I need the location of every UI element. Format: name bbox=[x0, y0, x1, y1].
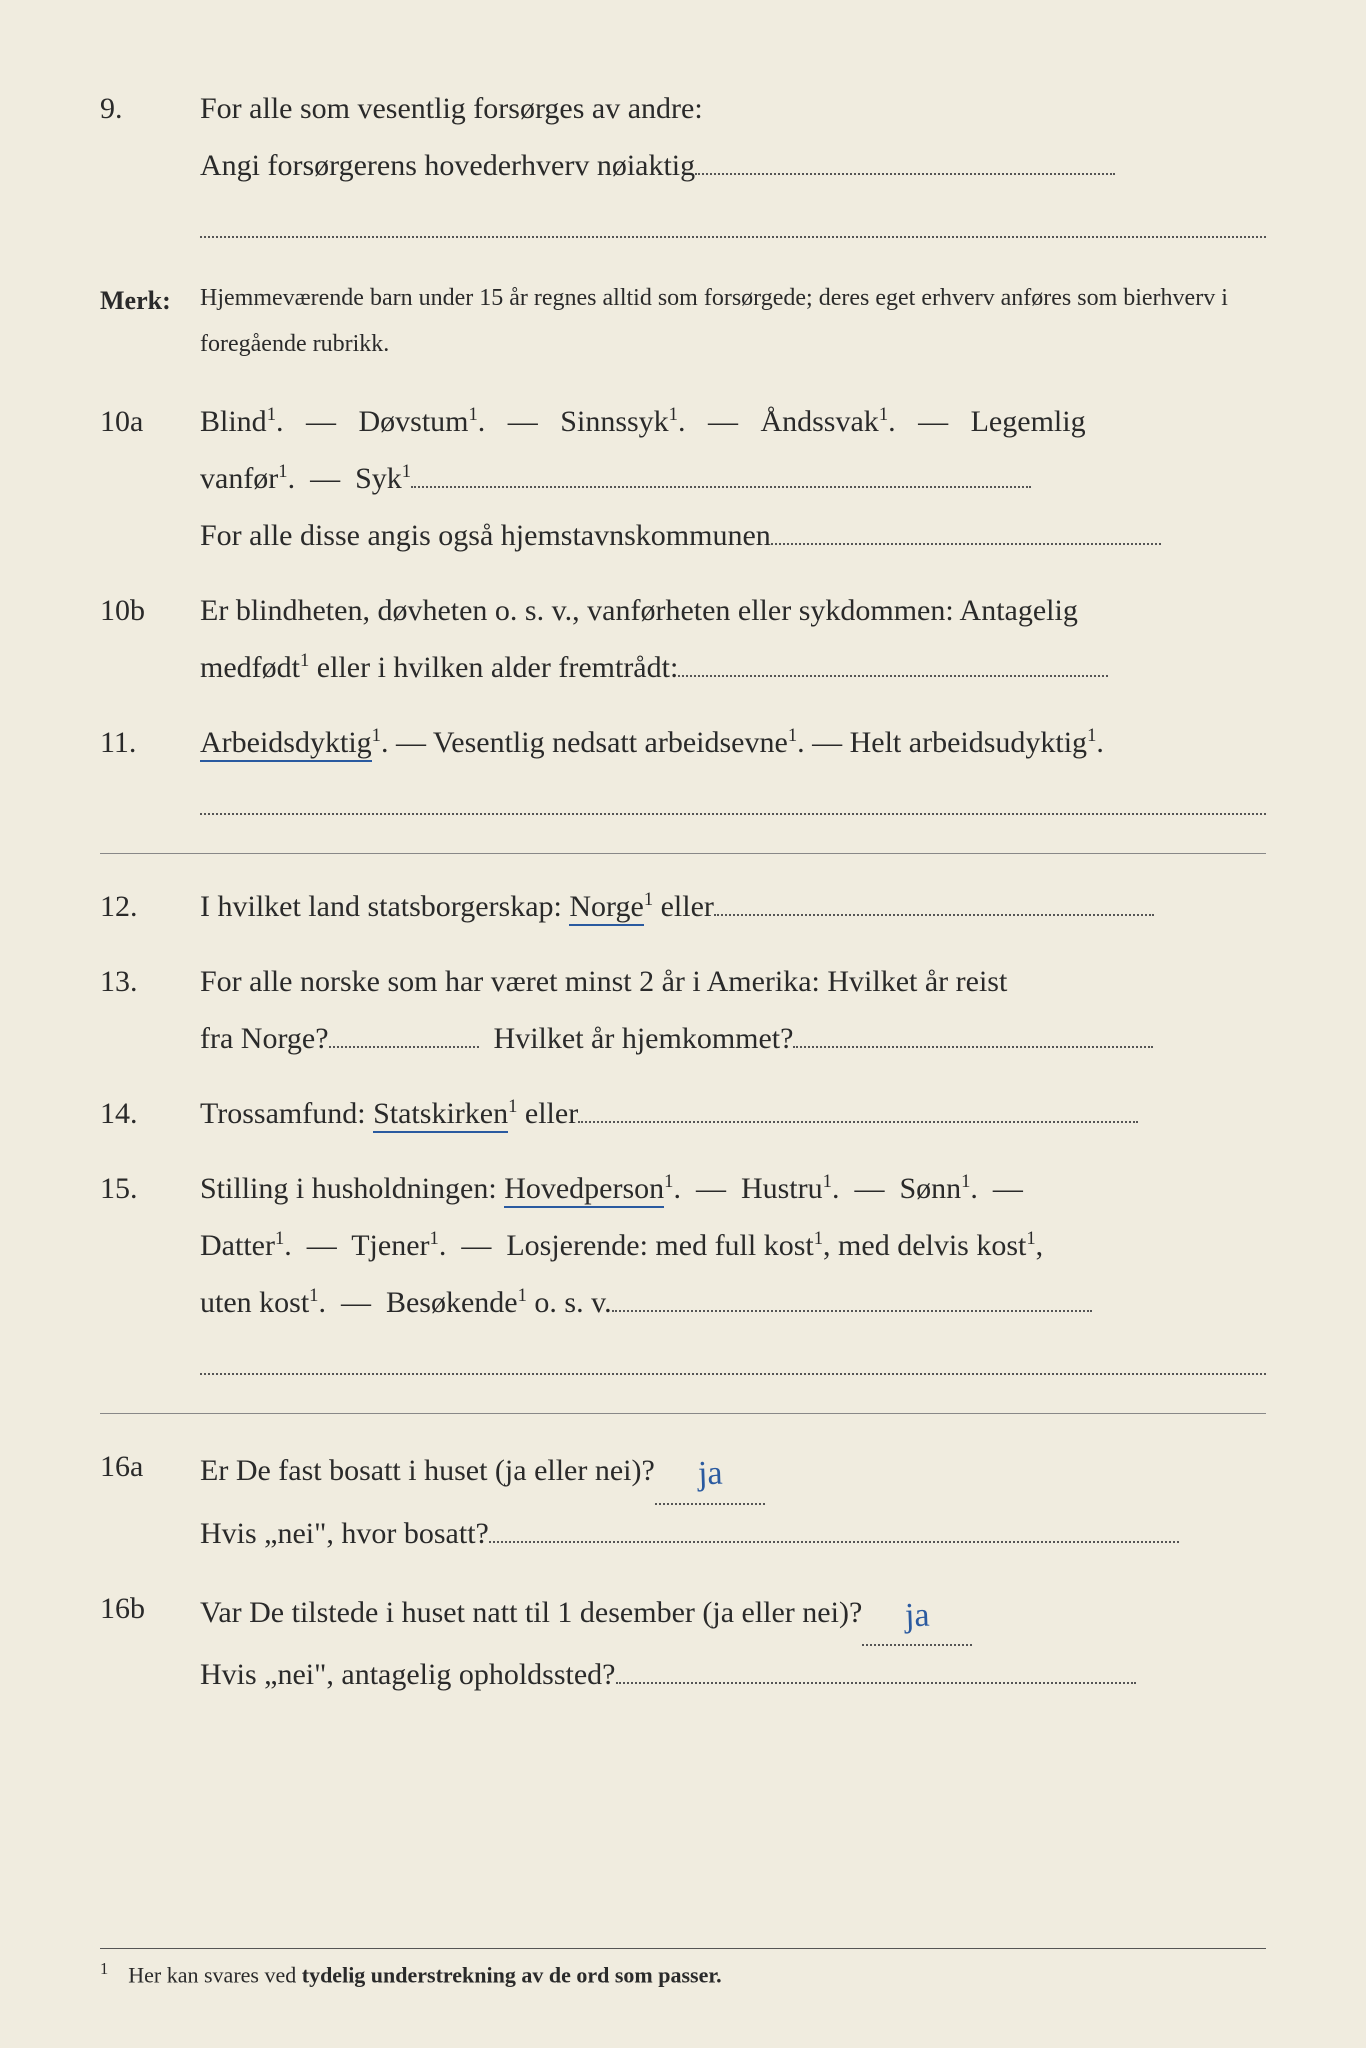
q13-line2a: fra Norge? bbox=[200, 1022, 329, 1055]
q14-statskirken: Statskirken bbox=[373, 1097, 508, 1133]
q10a-syk: Syk bbox=[355, 462, 402, 495]
footnote-prefix: Her kan svares ved bbox=[128, 1962, 302, 1987]
q16b-blank[interactable] bbox=[616, 1682, 1136, 1684]
q10a-line3: For alle disse angis også hjemstavnskomm… bbox=[200, 519, 771, 552]
q15-besokende: Besøkende bbox=[386, 1286, 518, 1319]
q16b-body: Var De tilstede i huset natt til 1 desem… bbox=[200, 1580, 1266, 1704]
q14-after: eller bbox=[517, 1097, 578, 1130]
q16b-line2: Hvis „nei", antagelig opholdssted? bbox=[200, 1658, 616, 1691]
q16a-text: Er De fast bosatt i huset (ja eller nei)… bbox=[200, 1454, 655, 1487]
q10a-opt-sinnssyk: Sinnssyk bbox=[560, 405, 668, 438]
q15-uten: uten kost bbox=[200, 1286, 309, 1319]
question-11: 11. Arbeidsdyktig1. — Vesentlig nedsatt … bbox=[100, 714, 1266, 835]
q10a-number: 10a bbox=[100, 393, 200, 564]
q13-body: For alle norske som har været minst 2 år… bbox=[200, 953, 1266, 1067]
footnote-bold: tydelig understrekning av de ord som pas… bbox=[302, 1962, 722, 1987]
q15-hovedperson: Hovedperson bbox=[504, 1172, 664, 1208]
q15-losjerende: Losjerende: med full kost bbox=[506, 1229, 813, 1262]
divider-1 bbox=[100, 853, 1266, 854]
q14-text: Trossamfund: bbox=[200, 1097, 373, 1130]
q9-blank[interactable] bbox=[695, 173, 1115, 175]
q16a-answer-field[interactable]: ja bbox=[655, 1438, 765, 1505]
q10a-blank[interactable] bbox=[411, 486, 1031, 488]
q16b-number: 16b bbox=[100, 1580, 200, 1704]
q15-text: Stilling i husholdningen: bbox=[200, 1172, 504, 1205]
q9-line1: For alle som vesentlig forsørges av andr… bbox=[200, 92, 703, 125]
q12-blank[interactable] bbox=[714, 914, 1154, 916]
q14-number: 14. bbox=[100, 1085, 200, 1142]
divider-2 bbox=[100, 1413, 1266, 1414]
q16b-text: Var De tilstede i huset natt til 1 desem… bbox=[200, 1596, 862, 1629]
q9-line2: Angi forsørgerens hovederhverv nøiaktig bbox=[200, 149, 695, 182]
q10a-body: Blind1. — Døvstum1. — Sinnssyk1. — Åndss… bbox=[200, 393, 1266, 564]
question-16a: 16a Er De fast bosatt i huset (ja eller … bbox=[100, 1438, 1266, 1562]
question-15: 15. Stilling i husholdningen: Hovedperso… bbox=[100, 1160, 1266, 1395]
q15-body: Stilling i husholdningen: Hovedperson1. … bbox=[200, 1160, 1266, 1395]
q13-number: 13. bbox=[100, 953, 200, 1067]
q10a-blank2[interactable] bbox=[771, 543, 1161, 545]
q15-number: 15. bbox=[100, 1160, 200, 1395]
q12-norge: Norge bbox=[569, 890, 643, 926]
q13-line1: For alle norske som har været minst 2 år… bbox=[200, 965, 1007, 998]
q14-body: Trossamfund: Statskirken1 eller bbox=[200, 1085, 1266, 1142]
q10b-body: Er blindheten, døvheten o. s. v., vanfør… bbox=[200, 582, 1266, 696]
q16a-line2: Hvis „nei", hvor bosatt? bbox=[200, 1517, 489, 1550]
q11-blank[interactable] bbox=[200, 783, 1266, 815]
question-9: 9. For alle som vesentlig forsørges av a… bbox=[100, 80, 1266, 258]
footnote-num: 1 bbox=[100, 1959, 108, 1978]
q12-number: 12. bbox=[100, 878, 200, 935]
q10b-number: 10b bbox=[100, 582, 200, 696]
q15-datter: Datter bbox=[200, 1229, 275, 1262]
q15-delvis: , med delvis kost bbox=[823, 1229, 1026, 1262]
q15-tjener: Tjener bbox=[351, 1229, 429, 1262]
q15-blank-line[interactable] bbox=[200, 1343, 1266, 1375]
merk-label: Merk: bbox=[100, 276, 200, 367]
q10b-line1: Er blindheten, døvheten o. s. v., vanfør… bbox=[200, 594, 1078, 627]
q14-blank[interactable] bbox=[578, 1121, 1138, 1123]
q10a-opt-dovstum: Døvstum bbox=[358, 405, 468, 438]
q11-body: Arbeidsdyktig1. — Vesentlig nedsatt arbe… bbox=[200, 714, 1266, 835]
q13-blank1[interactable] bbox=[329, 1046, 479, 1048]
q12-body: I hvilket land statsborgerskap: Norge1 e… bbox=[200, 878, 1266, 935]
q15-sonn: Sønn bbox=[899, 1172, 961, 1205]
q10b-medfodt: medfødt bbox=[200, 651, 300, 684]
q10a-opt-andssvak: Åndssvak bbox=[760, 405, 878, 438]
q16a-answer: ja bbox=[696, 1442, 723, 1507]
merk-note: Merk: Hjemmeværende barn under 15 år reg… bbox=[100, 276, 1266, 367]
q15-hustru: Hustru bbox=[741, 1172, 823, 1205]
q11-opt-arbeidsdyktig: Arbeidsdyktig bbox=[200, 726, 372, 762]
footnote: 1 Her kan svares ved tydelig understrekni… bbox=[100, 1948, 1266, 1988]
q11-opt-nedsatt: Vesentlig nedsatt arbeidsevne bbox=[433, 726, 788, 759]
merk-text: Hjemmeværende barn under 15 år regnes al… bbox=[200, 276, 1266, 367]
q16a-blank[interactable] bbox=[489, 1541, 1179, 1543]
q13-line2b: Hvilket år hjemkommet? bbox=[494, 1022, 794, 1055]
q11-number: 11. bbox=[100, 714, 200, 835]
q10a-vanfor: vanfør bbox=[200, 462, 278, 495]
q10a-opt-legemlig: Legemlig bbox=[971, 405, 1086, 438]
q12-after: eller bbox=[653, 890, 714, 923]
q10b-blank[interactable] bbox=[678, 675, 1108, 677]
q16a-number: 16a bbox=[100, 1438, 200, 1562]
question-10b: 10b Er blindheten, døvheten o. s. v., va… bbox=[100, 582, 1266, 696]
q9-number: 9. bbox=[100, 80, 200, 258]
q10a-opt-blind: Blind bbox=[200, 405, 267, 438]
q10b-line2b: eller i hvilken alder fremtrådt: bbox=[309, 651, 678, 684]
question-14: 14. Trossamfund: Statskirken1 eller bbox=[100, 1085, 1266, 1142]
question-13: 13. For alle norske som har været minst … bbox=[100, 953, 1266, 1067]
q9-blank-line[interactable] bbox=[200, 206, 1266, 238]
q9-body: For alle som vesentlig forsørges av andr… bbox=[200, 80, 1266, 258]
q16a-body: Er De fast bosatt i huset (ja eller nei)… bbox=[200, 1438, 1266, 1562]
q11-opt-udyktig: Helt arbeidsudyktig bbox=[850, 726, 1087, 759]
census-form-page: 9. For alle som vesentlig forsørges av a… bbox=[0, 0, 1366, 2048]
q16b-answer: ja bbox=[904, 1583, 931, 1648]
q13-blank2[interactable] bbox=[793, 1046, 1153, 1048]
q12-text: I hvilket land statsborgerskap: bbox=[200, 890, 569, 923]
q15-blank[interactable] bbox=[612, 1310, 1092, 1312]
q16b-answer-field[interactable]: ja bbox=[862, 1580, 972, 1647]
question-10a: 10a Blind1. — Døvstum1. — Sinnssyk1. — Å… bbox=[100, 393, 1266, 564]
question-16b: 16b Var De tilstede i huset natt til 1 d… bbox=[100, 1580, 1266, 1704]
q15-osv: o. s. v. bbox=[527, 1286, 612, 1319]
question-12: 12. I hvilket land statsborgerskap: Norg… bbox=[100, 878, 1266, 935]
